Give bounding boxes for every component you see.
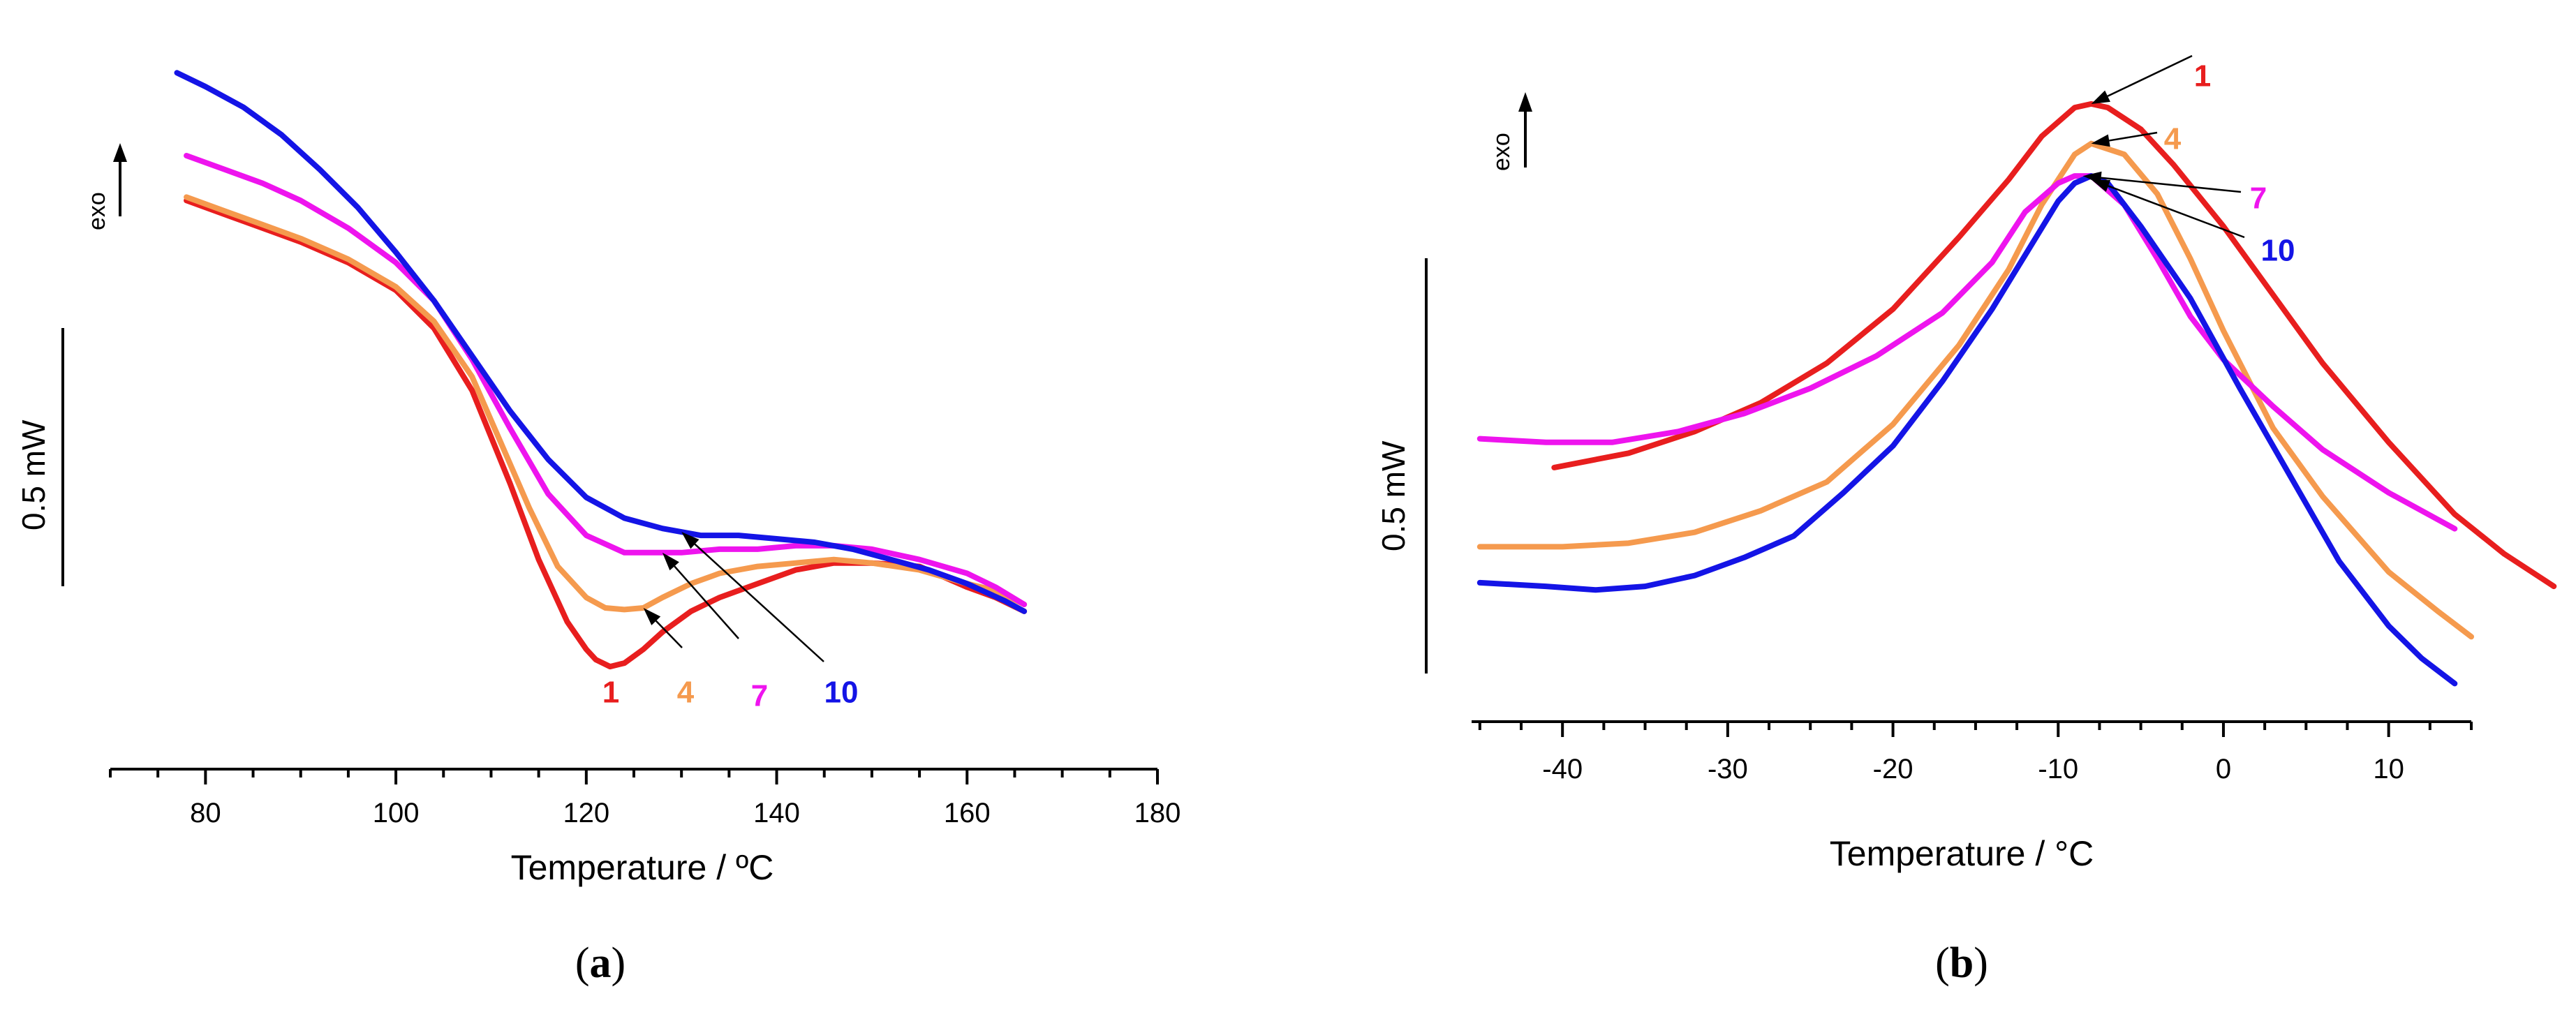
x-tick-label: -30	[1708, 754, 1748, 784]
panel-a-exo-indicator: exo	[84, 143, 127, 230]
annotation-arrow-line	[2101, 177, 2242, 193]
curve-cycle-10	[174, 70, 1028, 614]
curve-cycle-7	[184, 153, 1028, 607]
panel-a-annotations: 1 4 7 10	[602, 532, 859, 713]
annotation-arrow-line	[694, 543, 824, 662]
panel-b-x-axis-title: Temperature / °C	[1830, 834, 2094, 873]
annotation-arrow-line	[2108, 185, 2245, 239]
panel-b-scale-bar: 0.5 mW	[1375, 258, 1428, 674]
x-tick-label: -10	[2038, 754, 2078, 784]
panel-b-curves	[1476, 101, 2557, 687]
x-tick-label: 10	[2373, 754, 2404, 784]
panel-a-x-axis: 80 100 120 140 160 180	[109, 768, 1181, 828]
panel-a-scale-label: 0.5 mW	[15, 419, 52, 530]
panel-a-chart: 80 100 120 140 160 180 1 4 7 10 exo 0.5 mW Tempe…	[15, 70, 1181, 987]
curve-label-10: 10	[824, 676, 859, 710]
x-tick-label: 120	[563, 798, 609, 828]
curve-label-1: 1	[2194, 59, 2211, 94]
curve-label-4: 4	[2164, 122, 2182, 156]
annotation-arrow-line	[2107, 54, 2193, 97]
x-tick-label: 180	[1134, 798, 1181, 828]
annotation-arrowhead-icon	[662, 552, 679, 571]
panel-b-label: (b)	[1935, 939, 1988, 987]
annotation-arrow-line	[674, 565, 739, 639]
panel-a-exo-label: exo	[84, 192, 110, 230]
panel-a-curves	[174, 70, 1028, 670]
panel-b-scale-label: 0.5 mW	[1375, 440, 1412, 551]
curve-cycle-1	[1551, 101, 2557, 590]
panel-b-chart: -40 -30 -20 -10 0 10 14 7 10 exo 0.5 mW Tempera…	[1375, 54, 2557, 987]
curve-cycle-4	[184, 194, 1028, 613]
curve-cycle-4	[1476, 140, 2474, 640]
curve-label-7: 7	[2250, 181, 2267, 216]
exo-arrowhead-icon	[113, 143, 127, 162]
curve-cycle-10	[1476, 173, 2458, 687]
panel-a-label: (a)	[575, 939, 626, 987]
x-tick-label: 80	[190, 798, 221, 828]
annotation-arrowhead-icon	[681, 532, 699, 549]
x-tick-label: -40	[1542, 754, 1583, 784]
curve-label-10: 10	[2261, 234, 2295, 268]
panel-b-exo-indicator: exo	[1488, 92, 1532, 171]
exo-arrowhead-icon	[1518, 92, 1532, 112]
curve-cycle-7	[1476, 173, 2458, 532]
panel-b-x-axis: -40 -30 -20 -10 0 10	[1472, 720, 2473, 784]
panel-b-exo-label: exo	[1488, 133, 1515, 171]
x-tick-label: 160	[944, 798, 991, 828]
x-tick-label: 0	[2216, 754, 2231, 784]
x-tick-label: 140	[753, 798, 800, 828]
panel-a-x-axis-title: Temperature / ºC	[511, 848, 774, 887]
annotation-arrowhead-icon	[2091, 134, 2110, 147]
x-tick-label: -20	[1873, 754, 1914, 784]
annotation-arrowhead-icon	[2091, 179, 2111, 192]
curve-label-4: 4	[677, 676, 695, 710]
panel-a-scale-bar: 0.5 mW	[15, 328, 64, 586]
curve-label-1: 1	[602, 676, 619, 710]
annotation-arrowhead-icon	[643, 607, 661, 625]
curve-label-7: 7	[751, 679, 768, 713]
x-tick-label: 100	[373, 798, 420, 828]
curve-cycle-1	[184, 198, 1028, 670]
annotation-arrow-line	[2109, 131, 2158, 142]
annotation-arrowhead-icon	[2091, 90, 2110, 104]
annotation-arrow-line	[655, 620, 683, 648]
panel-b-annotations: 14 7 10	[2082, 54, 2295, 268]
